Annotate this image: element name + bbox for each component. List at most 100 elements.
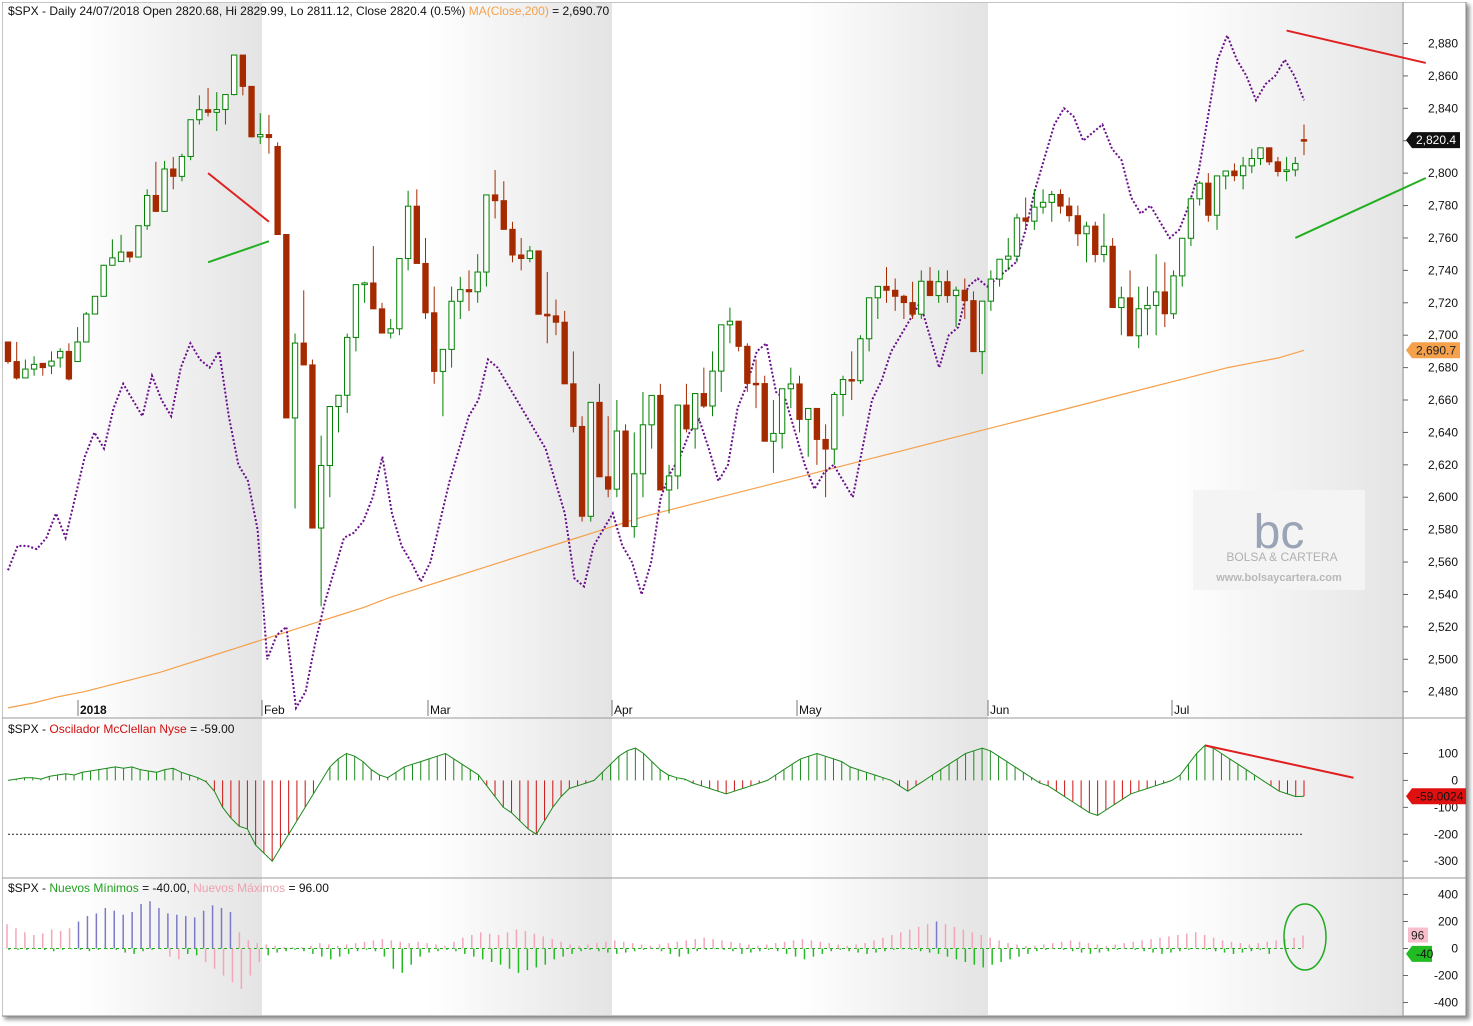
- candle-body: [413, 205, 420, 264]
- candle-body: [631, 473, 638, 528]
- candle-body: [691, 393, 699, 430]
- candle-body: [604, 476, 612, 490]
- candle: [831, 391, 838, 465]
- candle-body: [622, 430, 629, 528]
- candle: [1222, 170, 1229, 190]
- candle-body: [926, 280, 934, 297]
- month-label: 2018: [80, 703, 107, 717]
- mcclellan-tick-label: 100: [1438, 746, 1458, 760]
- candle: [544, 271, 551, 344]
- candle: [1187, 197, 1195, 247]
- candle: [1248, 148, 1255, 174]
- candle-body: [561, 321, 568, 385]
- candle: [83, 311, 90, 343]
- month-labels: 2018 Feb Mar Apr May Jun Jul: [77, 700, 1189, 717]
- breadth-line: [7, 32, 1305, 711]
- candle: [413, 189, 420, 264]
- candle-body: [535, 250, 542, 315]
- candle: [1005, 237, 1012, 271]
- candle: [735, 320, 742, 352]
- candle-body: [1274, 161, 1282, 173]
- candle: [439, 348, 447, 417]
- candle-body: [57, 350, 64, 359]
- candle-body: [1057, 193, 1064, 207]
- candle-body: [83, 313, 90, 343]
- candle: [135, 225, 142, 258]
- price-header: $SPX - Daily 24/07/2018 Open 2820.68, Hi…: [8, 4, 610, 18]
- candle-body: [187, 119, 194, 157]
- candle: [709, 351, 716, 417]
- candle-body: [135, 225, 142, 258]
- candle-body: [291, 342, 299, 419]
- mcclellan-bars: [7, 744, 1305, 862]
- candle-body: [570, 383, 577, 427]
- candle-body: [422, 262, 429, 314]
- candle-body: [874, 285, 881, 299]
- candle-body: [848, 379, 855, 382]
- price-tick-label: 2,700: [1428, 328, 1458, 342]
- candle-body: [1005, 255, 1012, 260]
- month-label: Feb: [264, 703, 285, 717]
- candle-body: [857, 338, 864, 382]
- candle: [996, 258, 1003, 287]
- candle-body: [1292, 162, 1299, 171]
- candle: [370, 246, 377, 310]
- candle: [1179, 237, 1186, 287]
- watermark-logo: bc: [1254, 506, 1305, 559]
- candle-body: [117, 251, 125, 262]
- candle: [422, 237, 429, 319]
- candle-body: [883, 285, 890, 291]
- candle-body: [65, 350, 73, 380]
- newhighslows-header: $SPX - Nuevos Mínimos = -40.00, Nuevos M…: [8, 881, 329, 895]
- candle: [1266, 147, 1273, 166]
- candle-body: [1109, 245, 1116, 309]
- candle-body: [935, 281, 942, 297]
- mcclellan-trendline: [1204, 744, 1354, 779]
- candle-body: [1048, 193, 1055, 203]
- candle-body: [109, 257, 116, 266]
- candle: [317, 435, 325, 607]
- candle: [1144, 286, 1151, 336]
- candle: [491, 170, 499, 219]
- candle: [1257, 147, 1264, 166]
- candle-body: [457, 289, 464, 302]
- candle-body: [143, 194, 151, 227]
- trendline: [207, 240, 270, 264]
- candle-body: [257, 134, 264, 138]
- candle: [1205, 173, 1212, 222]
- candle-body: [265, 134, 273, 139]
- newhighslows-tick-label: -200: [1434, 969, 1458, 983]
- candle: [796, 375, 803, 433]
- candle-body: [300, 342, 307, 366]
- candle-body: [778, 388, 786, 434]
- candle-body: [700, 393, 708, 407]
- candle: [526, 246, 534, 263]
- price-tick-label: 2,740: [1428, 263, 1458, 277]
- candle-body: [909, 302, 916, 315]
- candle: [1239, 156, 1247, 190]
- candle-body: [1083, 225, 1090, 235]
- candle: [404, 190, 412, 271]
- candle: [344, 333, 351, 413]
- newhighslows-tick-label: 200: [1438, 914, 1458, 928]
- candle: [100, 264, 107, 297]
- newhighslows-tick-label: -400: [1434, 996, 1458, 1010]
- candle: [1283, 156, 1290, 182]
- mcclellan-header: $SPX - Oscilador McClellan Nyse = -59.00: [8, 722, 235, 736]
- candle: [457, 276, 464, 319]
- price-tick-label: 2,560: [1428, 555, 1458, 569]
- candle-body: [370, 282, 377, 310]
- candle: [74, 327, 81, 363]
- candle: [465, 270, 473, 311]
- candle-body: [1100, 245, 1108, 256]
- candle-body: [578, 425, 586, 517]
- candle: [900, 294, 908, 319]
- candle-body: [892, 289, 899, 297]
- candle-body: [596, 401, 603, 478]
- candle-body: [1283, 169, 1290, 173]
- candle: [1013, 213, 1021, 263]
- candle-body: [317, 465, 325, 529]
- candle-body: [1013, 217, 1021, 257]
- newhighslows-tick-label: 0: [1451, 942, 1458, 956]
- candle: [987, 270, 995, 311]
